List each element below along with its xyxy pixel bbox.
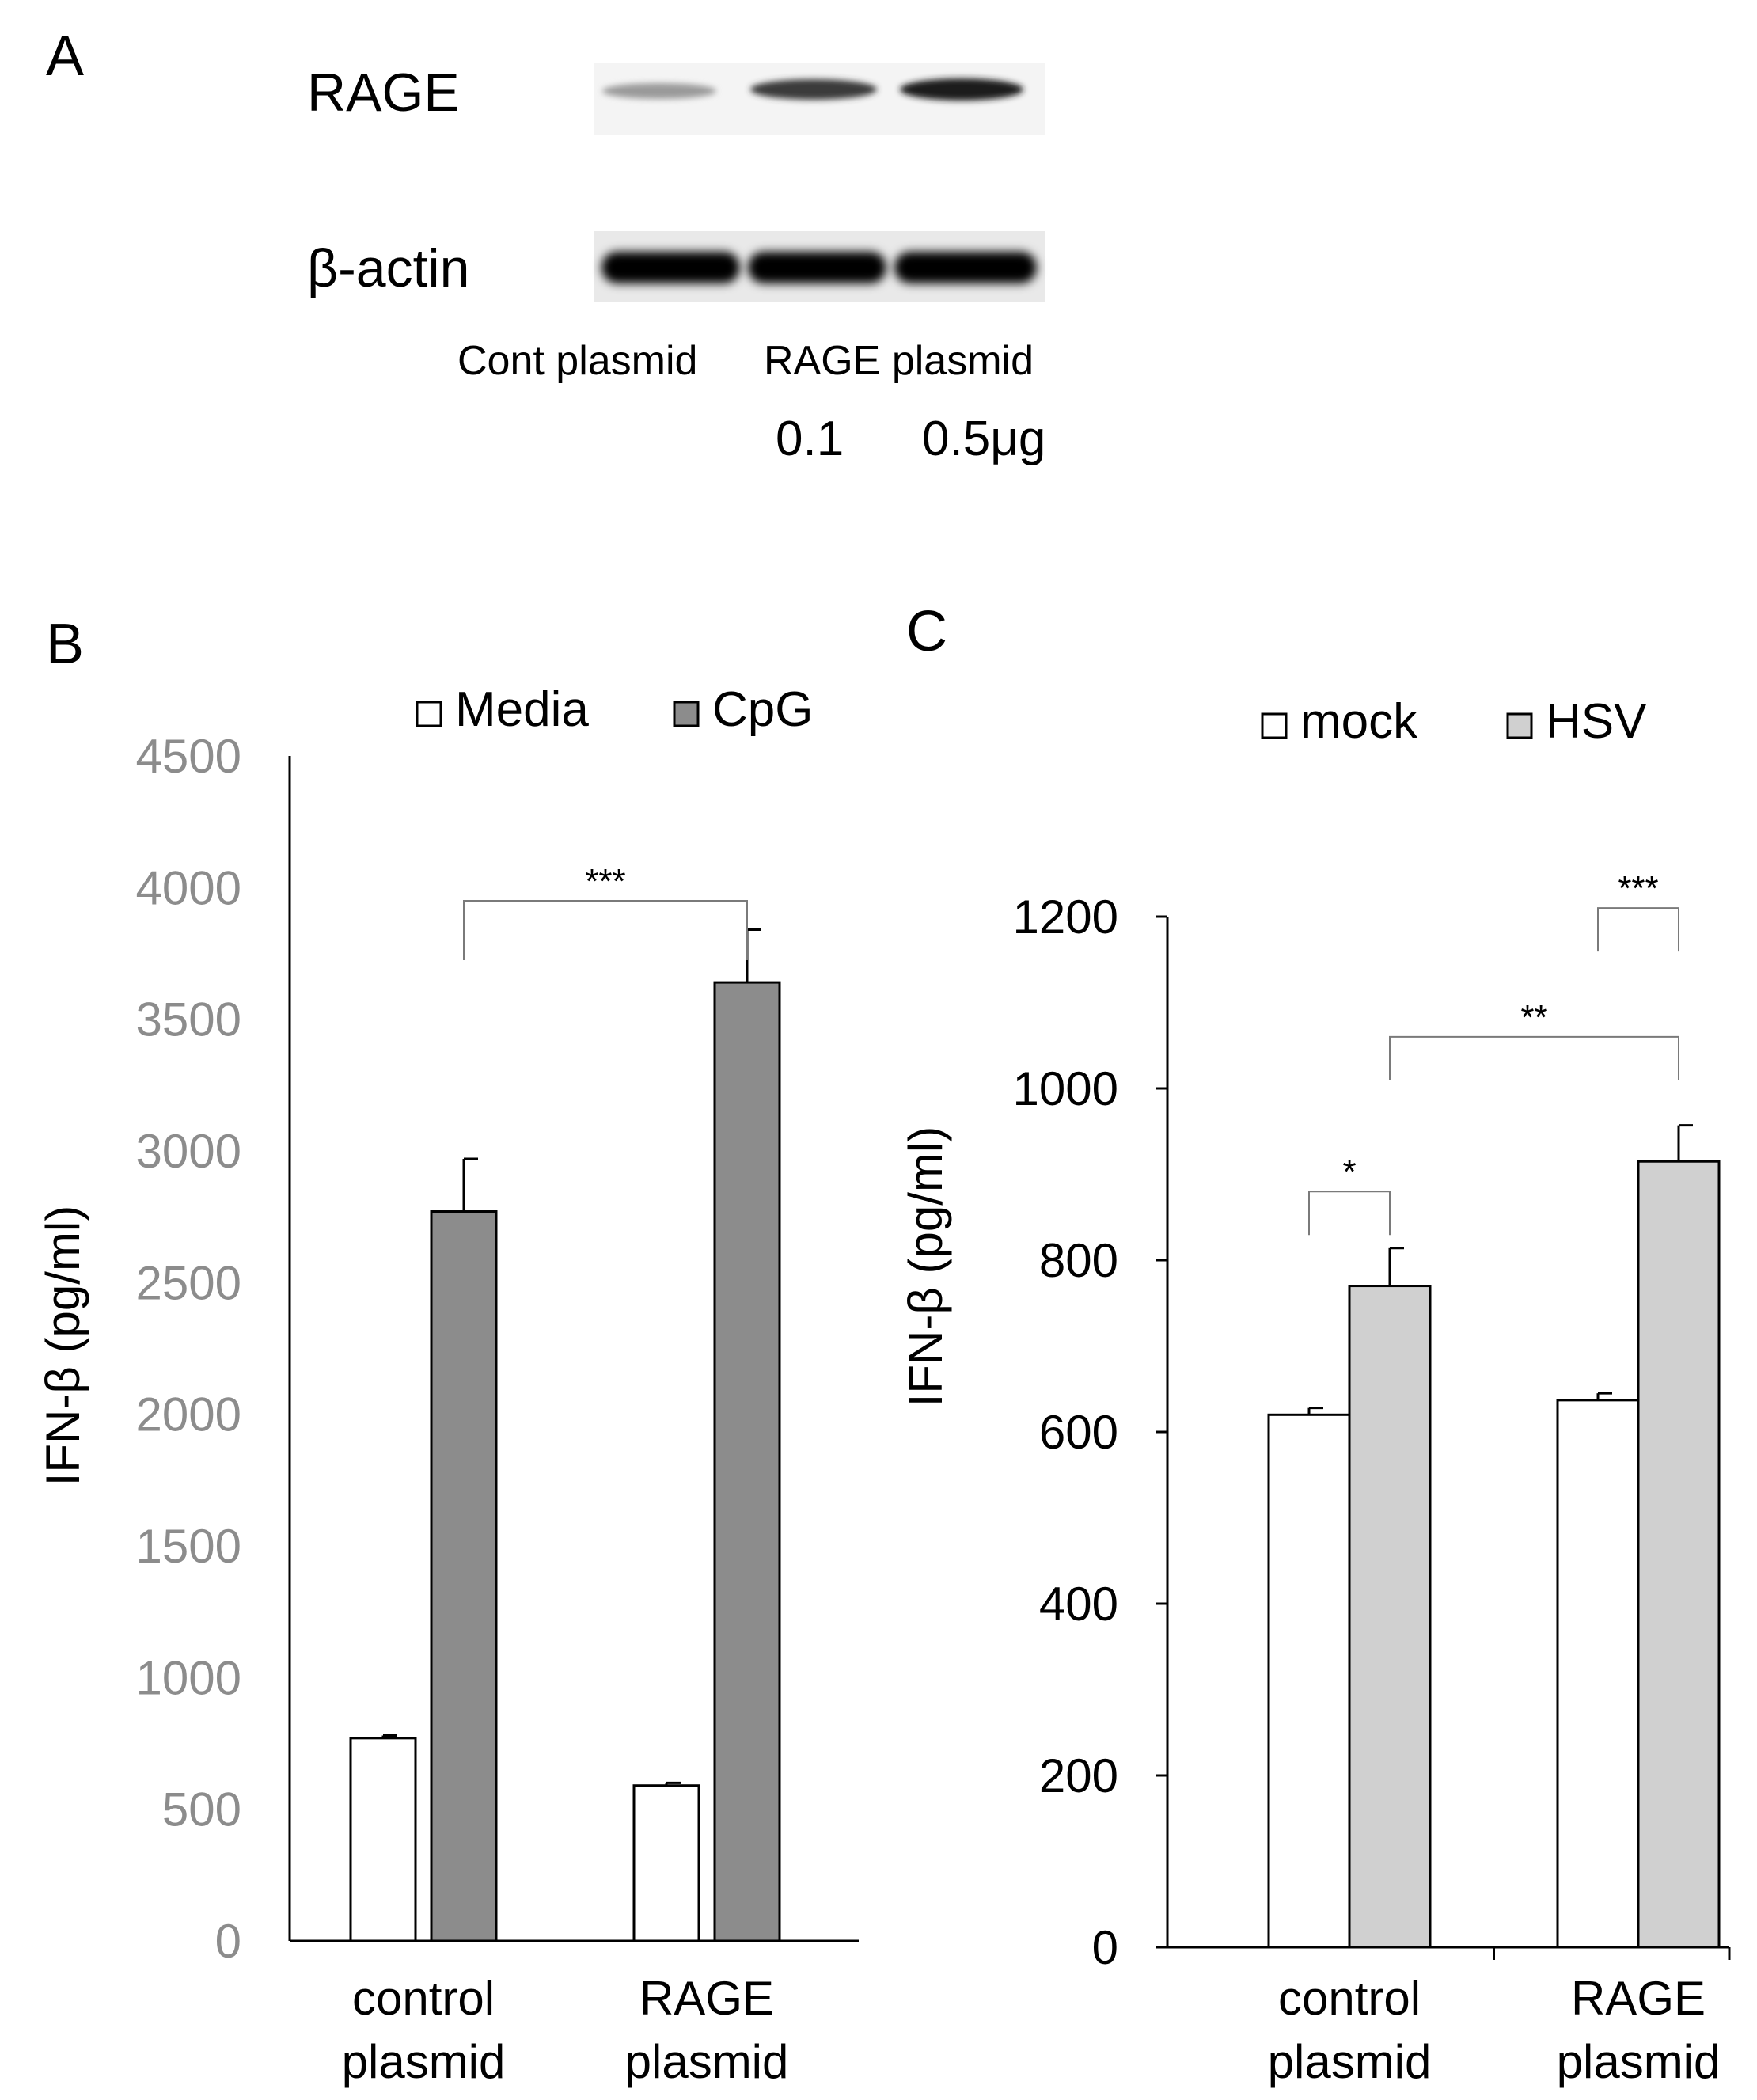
rage-plasmid-label: RAGE plasmid — [764, 338, 1034, 384]
chart-b-legend-swatch-cpg — [673, 701, 700, 727]
chart-c-bar-mock — [1267, 1413, 1351, 1949]
dose-label-1: 0.1 — [776, 412, 844, 466]
chart-b-bar-cpg — [713, 981, 781, 1942]
chart-c-y-axis-label: IFN-β (pg/ml) — [899, 1126, 952, 1407]
chart-b-legend-swatch-media — [416, 701, 442, 727]
chart-c-significance-bracket — [1597, 907, 1679, 952]
chart-c-ytick-label: 800 — [1039, 1234, 1118, 1287]
chart-b-category-label: plasmid — [342, 2035, 506, 2088]
chart-c-category-label: plasmid — [1268, 2035, 1432, 2088]
actin-band-lane2 — [748, 252, 886, 283]
actin-band-lane1 — [601, 252, 740, 283]
cont-plasmid-label: Cont plasmid — [457, 338, 697, 384]
chart-c: 0 200 400 600 800 1000 1200 control plasmid RAGE p… — [899, 694, 1731, 2088]
rage-row-label: RAGE — [307, 63, 460, 123]
chart-c-legend-label-mock: mock — [1300, 694, 1418, 749]
chart-c-category-label: control — [1278, 1972, 1421, 2025]
chart-c-significance-bracket — [1389, 1035, 1679, 1080]
chart-c-bar-hsv — [1348, 1285, 1432, 1949]
chart-b-ytick-label: 3000 — [136, 1125, 241, 1178]
chart-c-legend-label-hsv: HSV — [1546, 694, 1647, 749]
chart-b-legend-label-cpg: CpG — [712, 682, 813, 737]
rage-band-lane3 — [900, 78, 1023, 101]
chart-b-category-label: RAGE — [639, 1972, 774, 2025]
chart-c-legend-swatch-mock — [1261, 712, 1288, 739]
chart-b-category-label: plasmid — [625, 2035, 789, 2088]
chart-c-bar-hsv — [1637, 1160, 1721, 1949]
chart-b-bar-cpg — [430, 1210, 498, 1942]
actin-band-lane3 — [894, 252, 1037, 283]
actin-row-label: β-actin — [307, 238, 469, 298]
chart-b-legend-label-media: Media — [455, 682, 589, 737]
chart-b-y-axis-label: IFN-β (pg/ml) — [36, 1206, 89, 1487]
chart-b-ytick-label: 2000 — [136, 1388, 241, 1441]
chart-c-ytick-label: 1200 — [1013, 891, 1118, 944]
chart-c-ytick-label: 1000 — [1013, 1062, 1118, 1115]
rage-band-lane1 — [602, 83, 716, 99]
chart-b-significance-bracket — [463, 899, 748, 960]
chart-c-ytick-label: 0 — [1092, 1921, 1118, 1974]
chart-b-ytick-label: 3500 — [136, 993, 241, 1046]
chart-c-significance-stars: ** — [1520, 998, 1547, 1037]
chart-b-category-label: control — [352, 1972, 495, 2025]
chart-c-significance-stars: * — [1342, 1153, 1356, 1191]
chart-b-bar-media — [632, 1784, 700, 1942]
dose-label-2: 0.5μg — [922, 412, 1045, 466]
chart-b-ytick-label: 1500 — [136, 1520, 241, 1573]
chart-b-ytick-label: 500 — [162, 1783, 241, 1836]
chart-c-legend-swatch-hsv — [1506, 712, 1533, 739]
panel-c-label: C — [906, 600, 947, 663]
chart-b-bar-media — [349, 1737, 417, 1942]
chart-c-significance-stars: *** — [1618, 869, 1658, 908]
panel-b-label: B — [46, 613, 84, 676]
chart-b-ytick-label: 2500 — [136, 1256, 241, 1309]
chart-b-ytick-label: 0 — [215, 1915, 241, 1968]
chart-c-significance-bracket — [1308, 1191, 1391, 1236]
chart-c-bar-mock — [1556, 1399, 1640, 1949]
chart-c-category-label: RAGE — [1571, 1972, 1706, 2025]
panel-a-label: A — [46, 25, 84, 88]
chart-b-ytick-label: 4000 — [136, 861, 241, 914]
blot-image — [594, 63, 1045, 302]
chart-b-ytick-label: 1000 — [136, 1651, 241, 1704]
chart-c-ytick-label: 400 — [1039, 1578, 1118, 1631]
chart-b-significance-stars: *** — [585, 862, 625, 901]
rage-band-lane2 — [750, 79, 877, 100]
chart-c-category-label: plasmid — [1557, 2035, 1721, 2088]
chart-b: 0 500 1000 1500 2000 2500 3000 3500 4000 4500 cont… — [36, 682, 859, 2088]
chart-c-ytick-label: 600 — [1039, 1406, 1118, 1459]
chart-b-ytick-label: 4500 — [136, 730, 241, 783]
chart-c-ytick-label: 200 — [1039, 1749, 1118, 1802]
